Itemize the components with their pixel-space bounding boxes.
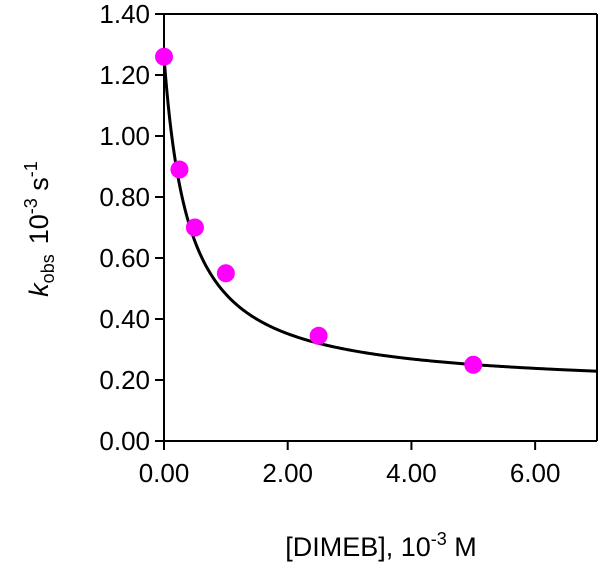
y-tick-label: 1.20 <box>99 60 150 90</box>
data-point <box>155 47 173 66</box>
fit-curve <box>162 56 598 373</box>
y-tick-label: 0.60 <box>99 243 150 273</box>
data-point <box>309 326 328 345</box>
x-tick-label: 0.00 <box>139 458 190 488</box>
x-axis-title: [DIMEB], 10-3 M <box>285 529 477 562</box>
data-point <box>185 218 204 237</box>
data-point <box>170 160 189 179</box>
fit-layer <box>162 56 598 373</box>
ticks: 0.00 0.20 0.40 0.60 0.80 1.00 1.20 1.40 0.00 2.00… <box>99 0 560 488</box>
y-tick-label: 1.00 <box>99 121 150 151</box>
y-tick-label: 0.40 <box>99 304 150 334</box>
y-tick-label: 0.00 <box>99 426 150 456</box>
y-axis-title: kobs10-3 s-1 <box>21 161 58 297</box>
x-tick-label: 6.00 <box>510 458 561 488</box>
data-point <box>216 264 235 283</box>
y-tick-label: 1.40 <box>99 0 150 29</box>
x-tick-label: 4.00 <box>386 458 437 488</box>
data-points <box>155 47 483 374</box>
y-tick-label: 0.80 <box>99 182 150 212</box>
axes <box>163 13 598 442</box>
data-point <box>464 355 483 374</box>
y-tick-label: 0.20 <box>99 365 150 395</box>
x-tick-label: 2.00 <box>262 458 313 488</box>
